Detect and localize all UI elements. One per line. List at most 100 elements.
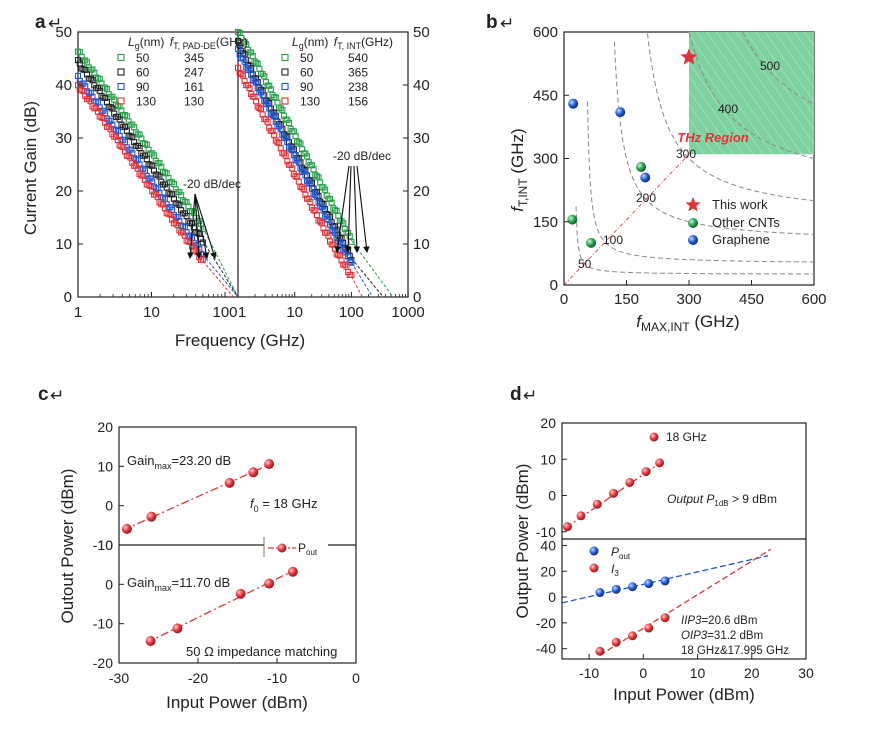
data-point-a-90 (196, 245, 203, 252)
data-point-a-60 (131, 139, 138, 146)
panel-d-mark: ↵ (523, 386, 537, 405)
data-point-a-60 (318, 200, 325, 207)
data-point-a-60 (165, 189, 172, 196)
ytick-label-c--20: -20 (93, 655, 113, 671)
panel-label-b: b ↵ (486, 12, 514, 33)
contour-label-400: 400 (718, 102, 738, 116)
data-point-a-90 (330, 228, 337, 235)
data-point-d-top (641, 467, 651, 477)
data-point-a-90 (284, 138, 291, 146)
legend-b-label-2: Graphene (712, 232, 770, 247)
data-point-this-work (680, 48, 698, 65)
ytick-label-d-bottom--40: -40 (536, 641, 556, 657)
panel-b-ylabel: fT,INT (GHz) (508, 128, 530, 211)
data-point-a-90 (254, 85, 261, 92)
data-point-a-60 (234, 37, 242, 45)
data-point-a-50 (328, 199, 335, 206)
legend-a-lg-50: 50 (136, 51, 150, 65)
panel-a-letter: a (35, 12, 46, 33)
data-point-a-90 (141, 167, 149, 174)
ytick-label-b-600: 600 (533, 24, 558, 41)
data-point-a-50 (280, 112, 288, 119)
data-point-a-50 (102, 84, 109, 91)
diagonal-line (563, 154, 690, 286)
data-point-a-130 (284, 158, 291, 165)
data-point-a-90 (348, 259, 355, 266)
panel-a-frame (77, 31, 409, 298)
ytick-label-d-bottom-0: 0 (548, 589, 556, 605)
slope-arrow-right (344, 165, 352, 254)
data-point-a-90 (300, 168, 307, 176)
data-point-a-130 (299, 184, 306, 191)
data-point-a-130 (320, 225, 327, 232)
data-point-a-130 (96, 113, 103, 120)
data-point-a-50 (178, 192, 185, 199)
contour-400 (688, 33, 815, 159)
panel-a-arrows (187, 165, 370, 260)
legend-a-marker-50 (281, 53, 289, 62)
data-point-a-90 (183, 229, 190, 236)
ytick-label-a-right-20: 20 (413, 183, 430, 200)
xtick-label-a-10: 10 (286, 304, 303, 321)
data-point-c (248, 467, 259, 478)
data-point-a-130 (112, 133, 120, 140)
data-point-a-50 (188, 208, 196, 215)
panel-b-letter: b (486, 12, 498, 33)
data-point-a-130 (98, 114, 105, 121)
data-point-a-90 (236, 51, 243, 58)
data-point-a-50 (74, 48, 82, 55)
panel-a-xlabel: Frequency (GHz) (175, 331, 305, 350)
panel-d-iip3: IIP3=20.6 dBm (681, 615, 757, 627)
data-point-a-60 (185, 218, 192, 225)
data-point-a-130 (163, 210, 170, 217)
data-point-a-50 (145, 146, 152, 153)
data-point-a-130 (251, 93, 258, 101)
legend-a-marker-50 (117, 53, 125, 62)
ytick-label-d-top-0: 0 (548, 488, 556, 504)
xtick-label-d-30: 30 (798, 665, 814, 681)
panel-b-chart: 50 100 200 300 400 500 00 150 150 300 300 450 450 60… (508, 24, 827, 334)
contour-200 (613, 41, 814, 235)
panel-d-top-label: 18 GHz (666, 430, 707, 444)
data-point-a-90 (295, 159, 302, 166)
panel-d-xlabel: Input Power (dBm) (613, 685, 755, 704)
data-point-a-50 (253, 59, 260, 66)
data-point-a-90 (239, 55, 246, 62)
data-point-a-90 (277, 125, 284, 133)
panel-d-legend-i3: I3 (611, 562, 619, 578)
data-point-a-60 (111, 110, 118, 117)
data-point-a-130 (140, 172, 147, 179)
data-point-a-130 (292, 173, 299, 180)
data-point-a-50 (161, 169, 168, 176)
fit-line-c (146, 569, 296, 644)
panel-d-frame (561, 422, 807, 660)
xtick-label-a-1: 1 (74, 304, 82, 321)
data-point-d-pout (627, 582, 637, 592)
panel-c-bottom-gain: Gainmax=11.70 dB (127, 575, 230, 593)
data-point-a-60 (78, 65, 85, 72)
xtick-label-d-10: 10 (690, 665, 706, 681)
panel-d-freq-note: 18 GHz&17.995 GHz (681, 645, 789, 657)
data-point-d-top (625, 477, 635, 487)
ytick-label-d-top-10: 10 (540, 451, 556, 467)
data-point-a-90 (320, 207, 327, 214)
data-point-a-90 (315, 199, 322, 206)
panel-c-legend-box (264, 535, 328, 555)
data-point-a-130 (271, 131, 278, 138)
ytick-label-a-right-10: 10 (413, 236, 430, 253)
ytick-label-d-bottom-20: 20 (540, 563, 556, 579)
panel-a-ylabel: Current Gain (dB) (21, 101, 40, 235)
data-point-a-50 (169, 179, 176, 186)
data-point-d-top (655, 458, 665, 468)
panel-b-legend: This work Other CNTs Graphene (685, 197, 780, 247)
panel-d-legend: Pout I3 (589, 545, 631, 578)
xtick-label-a-100: 100 (212, 304, 237, 321)
legend-a-marker-60 (117, 68, 125, 76)
data-point-c (145, 635, 156, 646)
data-point-a-50 (274, 99, 281, 106)
fit-line-d-i3 (599, 548, 772, 656)
panel-a-marks (74, 28, 394, 298)
thz-region-fill (689, 32, 814, 155)
xtick-label-a-1: 1 (238, 304, 246, 321)
data-point-a-130 (317, 218, 324, 225)
